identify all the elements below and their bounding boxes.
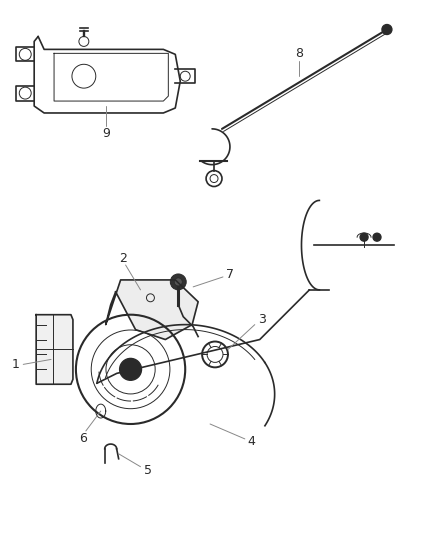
Circle shape (174, 278, 182, 286)
Circle shape (120, 358, 141, 380)
Text: 3: 3 (257, 313, 265, 326)
Text: 7: 7 (226, 269, 233, 281)
Text: 1: 1 (11, 358, 19, 371)
Text: 5: 5 (144, 464, 152, 477)
Circle shape (381, 25, 391, 35)
Polygon shape (106, 280, 198, 340)
Text: 6: 6 (79, 432, 87, 446)
Text: 9: 9 (102, 127, 110, 140)
Text: 4: 4 (247, 435, 255, 448)
Text: 8: 8 (295, 47, 303, 60)
Circle shape (359, 233, 367, 241)
Polygon shape (36, 314, 73, 384)
Circle shape (372, 233, 380, 241)
Text: 2: 2 (118, 252, 126, 264)
Circle shape (170, 274, 186, 290)
